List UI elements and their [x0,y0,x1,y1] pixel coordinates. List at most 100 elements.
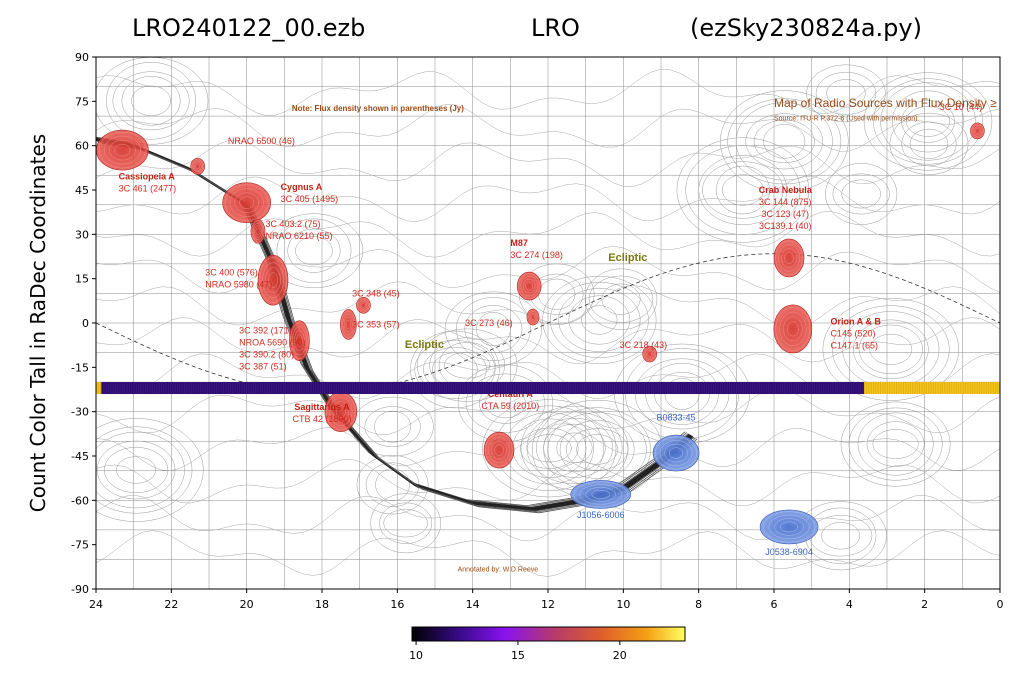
blue-source-ring [655,436,698,470]
red-source-ring [647,351,653,357]
y-tick-label: -15 [71,361,89,374]
contour-ring [901,100,955,143]
contour-ring [374,410,412,443]
contour-ring [568,295,631,345]
contour-ring [121,76,181,126]
source-flux-label: 3C 353 (57) [352,319,400,329]
blue-source [570,480,632,509]
contour-ring [106,62,197,140]
contour-ring [576,434,618,465]
contour-ring [131,85,171,116]
y-tick-label: 60 [75,140,89,153]
red-source [289,320,310,362]
contour-ring [96,418,204,522]
red-source-ring [778,244,800,272]
red-source-ring [520,276,538,297]
radio-sources [96,122,985,545]
contour-ring [832,173,890,215]
red-source [222,182,271,224]
red-source-ring [527,309,539,325]
red-source-ring [361,302,366,308]
contour-ring [753,119,815,163]
source-name-label: M87 [510,238,528,248]
contour-ring [103,446,169,494]
red-source-ring [975,128,980,134]
contour-ring [96,426,193,514]
contour-ring [482,399,617,498]
colorbar-ticks: 10 15 20 [409,641,627,662]
contour-ring [601,283,641,315]
source-flux-label: NRAO 5980 (47) [205,280,272,290]
contour-ring [410,330,500,409]
contour-ring [676,137,810,243]
contour-ring [558,288,641,352]
red-source-ring [332,401,350,422]
red-source [324,391,358,432]
source-name-label: Cassiopeia A [119,172,176,182]
contour-ring [383,509,428,538]
red-source-ring [114,143,131,157]
contour-ring [526,411,623,484]
ecliptic-label-north: Ecliptic [608,252,647,264]
contour-ring [556,432,593,464]
contour-ring [96,440,176,500]
red-source-ring [784,252,794,264]
contour-ring [276,218,352,283]
source-flux-label: C145 (520) [831,328,876,338]
pulsar-source-label: B0833-45 [657,413,696,423]
red-source [516,271,542,301]
contour-ring [295,236,333,266]
contour-ring [356,455,429,515]
contour-ring [464,305,523,353]
contour-ring [559,420,635,479]
blue-source-ring [585,487,616,502]
red-source [483,431,515,469]
contour-line [96,281,1000,330]
red-source [526,308,540,326]
contour-ring [905,106,951,137]
red-source-ring [775,240,803,276]
contour-ring [96,431,185,509]
red-source [250,219,266,244]
map-source: Source: ITU-R P.372-8 (Used with permiss… [774,116,917,123]
red-source-ring [224,184,269,221]
red-source [773,304,813,354]
red-source-ring [529,312,537,322]
blue-source-ring [780,521,799,533]
blue-source-ring [762,511,816,543]
source-flux-label: 3C 218 (43) [620,340,668,350]
contour-ring [840,401,951,487]
contour-ring [698,154,788,226]
contour-ring [872,429,919,459]
source-flux-label: CTA 59 (2010) [481,401,539,411]
red-source-ring [229,188,264,217]
pulsar-source-label: J0538-6904 [765,547,813,557]
red-source-ring [645,349,654,359]
red-source-ring [528,311,538,323]
source-flux-label: 3C 387 (51) [239,361,287,371]
red-source-ring [262,262,284,298]
contour-ring [869,333,913,365]
red-source-ring [251,220,265,243]
radio-source-background-map: Cassiopeia A 3C 461 (2477) NRAO 6500 (46) C… [96,57,1000,589]
source-name-label: Crab Nebula [759,185,813,195]
red-source-ring [254,225,262,238]
red-source-ring [193,162,202,171]
contour-ring [735,102,833,181]
blue-source [759,509,819,545]
contour-ring [584,268,658,330]
red-source-ring [786,321,799,337]
source-flux-label: 3C 273 (46) [465,318,513,328]
blue-source-ring [591,489,610,499]
source-flux-label: 3C 10 (44) [940,102,983,112]
source-flux-label: 3C 144 (875) [759,197,812,207]
contour-line [96,317,1000,365]
contour-ring [364,406,421,448]
red-source-ring [530,314,535,320]
red-source-ring [195,163,201,170]
red-source-ring [98,131,147,169]
map-credit: Annotated by: W.D.Reeve [458,566,539,573]
contour-ring [715,165,770,215]
contour-line [96,246,1000,294]
